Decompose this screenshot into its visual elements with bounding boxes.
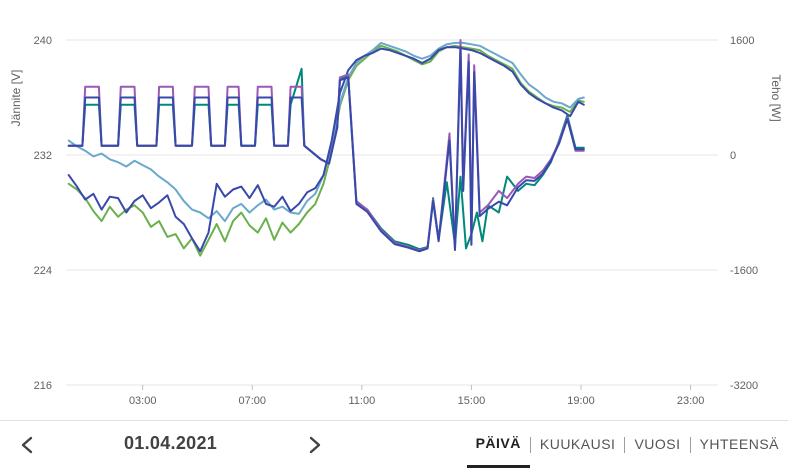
- chevron-right-icon: [309, 436, 321, 454]
- series-line-6: [67, 46, 585, 253]
- tab-divider: [624, 436, 626, 453]
- chart: 240 1600 232 0 224 -1600 216 -3200 03:00 07:00 11:…: [9, 35, 783, 407]
- chart-grid: [66, 39, 718, 390]
- tab-day[interactable]: PÄIVÄ: [466, 421, 530, 468]
- x-tick-label: 03:00: [129, 395, 157, 407]
- series-line-1: [67, 44, 585, 257]
- y-left-axis-label: Jännite [V]: [9, 70, 23, 127]
- tab-total[interactable]: YHTEENSÄ: [699, 436, 779, 452]
- tab-month[interactable]: KUUKAUSI: [539, 436, 616, 452]
- next-day-button[interactable]: [302, 431, 328, 459]
- y-right-axis-label: Teho [W]: [769, 74, 783, 121]
- series-line-3: [67, 46, 585, 253]
- x-tick-label: 07:00: [239, 395, 267, 407]
- period-tabs: PÄIVÄ KUUKAUSI VUOSI YHTEENSÄ: [466, 421, 788, 468]
- tab-divider: [529, 436, 531, 453]
- chart-axis-ticks: 240 1600 232 0 224 -1600 216 -3200 03:00 07:00 11:…: [34, 35, 759, 407]
- previous-day-button[interactable]: [14, 431, 40, 459]
- chevron-left-icon: [21, 436, 33, 454]
- x-tick-label: 15:00: [458, 395, 486, 407]
- y-left-tick-label: 232: [34, 150, 52, 162]
- y-left-tick-label: 224: [34, 265, 52, 277]
- y-right-tick-label: 1600: [730, 35, 754, 47]
- chart-series: [67, 39, 585, 257]
- tab-divider: [689, 436, 691, 453]
- selected-date[interactable]: 01.04.2021: [124, 433, 218, 453]
- x-tick-label: 11:00: [349, 395, 376, 407]
- x-tick-label: 19:00: [567, 395, 595, 407]
- tab-year[interactable]: VUOSI: [634, 436, 681, 452]
- y-left-tick-label: 216: [34, 380, 52, 392]
- y-right-tick-label: -1600: [730, 265, 758, 277]
- footer-bar: 01.04.2021 PÄIVÄ KUUKAUSI VUOSI YHTEENSÄ: [0, 420, 788, 468]
- y-right-tick-label: 0: [730, 150, 736, 162]
- y-right-tick-label: -3200: [730, 380, 758, 392]
- y-left-tick-label: 240: [34, 35, 52, 47]
- series-line-2: [67, 41, 585, 223]
- series-line-4: [67, 67, 585, 251]
- x-tick-label: 23:00: [677, 395, 705, 407]
